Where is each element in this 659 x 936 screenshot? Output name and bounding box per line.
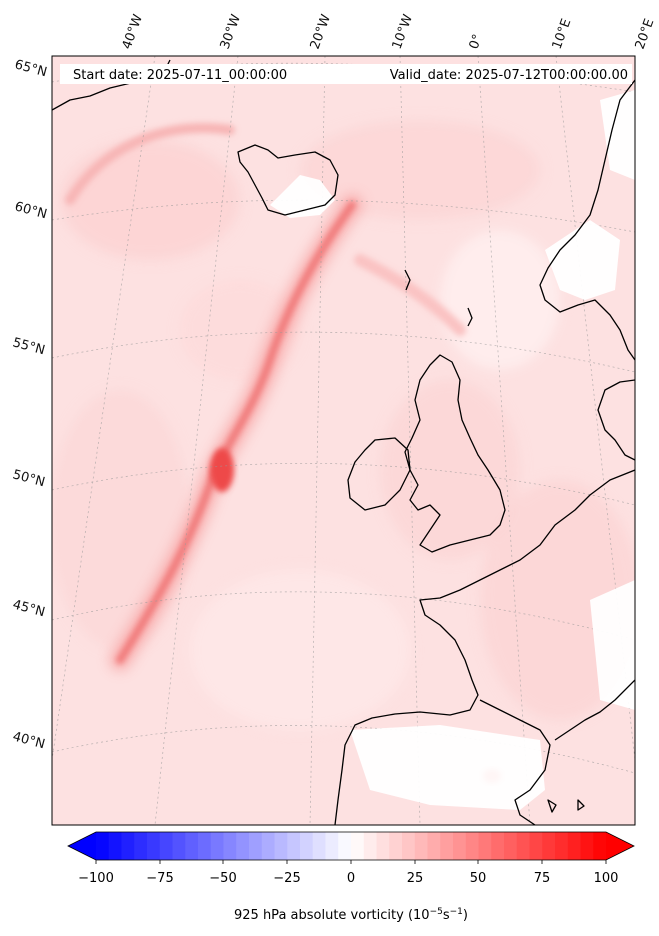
colorbar-swatch [96, 832, 110, 860]
colorbar-swatch [529, 832, 543, 860]
colorbar-swatch [287, 832, 301, 860]
lon-label: 10°W [390, 12, 416, 51]
colorbar-swatch [300, 832, 314, 860]
lat-label: 60°N [13, 199, 49, 222]
colorbar-swatches [96, 832, 607, 860]
colorbar-swatch [491, 832, 505, 860]
colorbar-swatch [389, 832, 403, 860]
colorbar-swatch [478, 832, 492, 860]
colorbar-swatch [567, 832, 582, 860]
denmark-coast [597, 379, 635, 461]
colorbar-swatch [516, 832, 531, 860]
lat-label: 55°N [11, 335, 47, 358]
colorbar-tick-label: −100 [78, 871, 114, 886]
colorbar-tick-label: 100 [594, 871, 619, 886]
colorbar-tick-label: −50 [209, 871, 236, 886]
colorbar-swatch [312, 832, 327, 860]
colorbar-tick-label: 0 [347, 871, 355, 886]
colorbar-label: 925 hPa absolute vorticity (10−5s−1) [234, 907, 468, 923]
colorbar-swatch [504, 832, 518, 860]
europe-mainland-coast [334, 469, 635, 825]
colorbar-tick-label: 25 [407, 871, 424, 886]
colorbar-tick-label: 50 [470, 871, 487, 886]
map-panel [52, 56, 635, 825]
valid-date-label: Valid_date: 2025-07-12T00:00:00.00 [390, 68, 628, 83]
colorbar-tick-label: 75 [534, 871, 551, 886]
colorbar-swatch [376, 832, 390, 860]
great-britain-coast [404, 354, 506, 553]
colorbar-swatch [542, 832, 556, 860]
colorbar-swatch [261, 832, 276, 860]
colorbar-ticks [95, 860, 607, 864]
mediterranean-coast [479, 699, 551, 825]
colorbar-swatch [223, 832, 237, 860]
lat-label: 45°N [11, 597, 47, 620]
colorbar-extend-min [68, 832, 96, 860]
lon-label: 40°W [120, 12, 146, 51]
iceland-coast [237, 144, 339, 216]
colorbar-swatch [414, 832, 429, 860]
header-background [60, 64, 632, 84]
frontal-band [65, 123, 501, 783]
colorbar-swatch [147, 832, 161, 860]
colorbar-swatch [593, 832, 607, 860]
scandinavia-coast [539, 79, 635, 361]
colorbar-swatch [363, 832, 378, 860]
lon-label: 10°E [550, 17, 575, 52]
lat-label: 40°N [11, 729, 47, 752]
lon-label: 20°W [308, 12, 334, 51]
colorbar-swatch [427, 832, 441, 860]
colorbar-swatch [198, 832, 212, 860]
colorbar-tick-label: −75 [146, 871, 173, 886]
near-zero-areas [270, 90, 635, 810]
colorbar-swatch [402, 832, 416, 860]
colorbar-swatch [185, 832, 199, 860]
lon-label: 20°E [633, 17, 658, 52]
lon-label: 0° [467, 32, 486, 51]
lat-label: 65°N [13, 57, 49, 80]
lon-label: 30°W [218, 12, 244, 51]
longitude-labels: 40°W 30°W 20°W 10°W 0° 10°E 20°E [120, 12, 658, 51]
colorbar-swatch [172, 832, 186, 860]
colorbar-extend-max [606, 832, 634, 860]
colorbar-swatch [274, 832, 288, 860]
colorbar-swatch [580, 832, 594, 860]
colorbar-swatch [325, 832, 339, 860]
colorbar-swatch [236, 832, 250, 860]
colorbar-swatch [121, 832, 135, 860]
start-date-label: Start date: 2025-07-11_00:00:00 [73, 68, 287, 83]
lat-label: 50°N [11, 467, 47, 490]
coastlines [52, 59, 635, 825]
colorbar-swatch [338, 832, 352, 860]
colorbar-swatch [108, 832, 123, 860]
colorbar-swatch [159, 832, 174, 860]
map-frame [51, 55, 636, 826]
colorbar-swatch [440, 832, 454, 860]
ireland-coast [347, 437, 411, 511]
colorbar-swatch [555, 832, 569, 860]
colorbar-swatch [249, 832, 263, 860]
colorbar-swatch [453, 832, 467, 860]
colorbar-swatch [351, 832, 365, 860]
colorbar: −100 −75 −50 −25 0 25 50 75 100 925 hPa … [67, 831, 635, 923]
graticule [52, 56, 635, 825]
colorbar-swatch [465, 832, 480, 860]
latitude-labels: 65°N 60°N 55°N 50°N 45°N 40°N [11, 57, 49, 752]
colorbar-swatch [134, 832, 148, 860]
colorbar-swatch [210, 832, 225, 860]
colorbar-tick-label: −25 [273, 871, 300, 886]
